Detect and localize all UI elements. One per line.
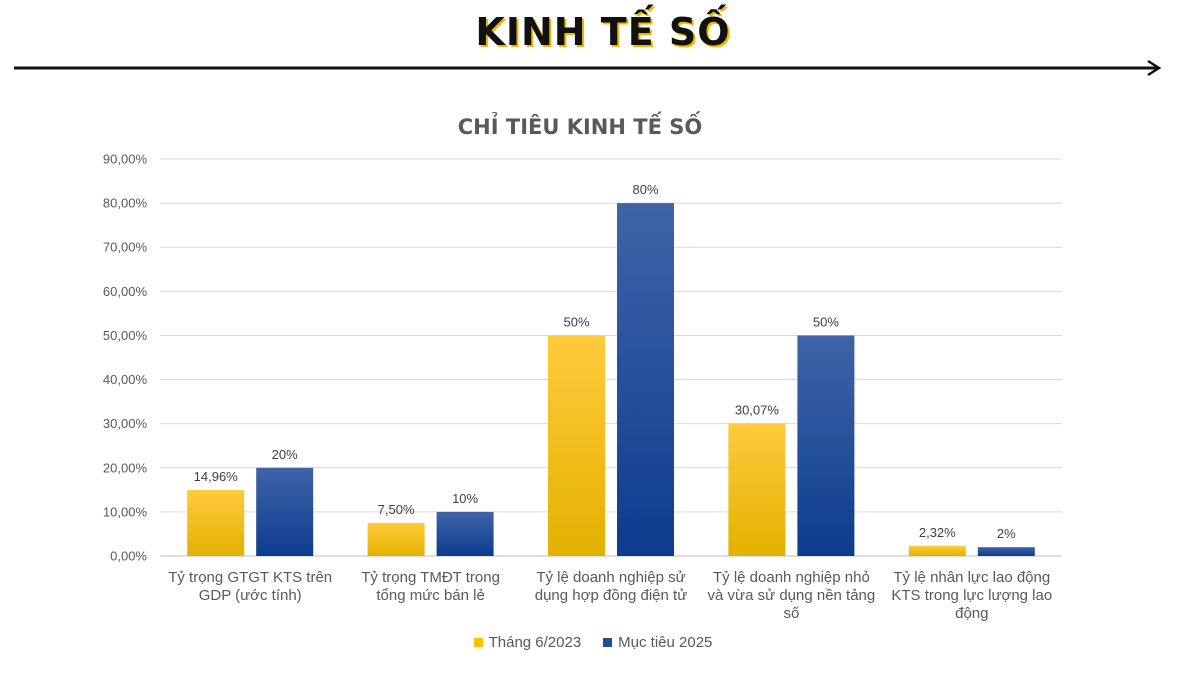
x-category-label: dụng hợp đồng điện tử (535, 587, 688, 604)
x-category-label: và vừa sử dụng nền tảng (708, 587, 876, 604)
data-label-series-2-cat-1: 20% (272, 447, 298, 462)
data-label-series-2-cat-2: 10% (452, 491, 478, 506)
x-category-label: tổng mức bán lẻ (376, 587, 484, 604)
chart-title: CHỈ TIÊU KINH TẾ SỐ (458, 111, 702, 139)
chart-legend: Tháng 6/2023 Mục tiêu 2025 (0, 634, 1186, 651)
bar-series-1-cat-3 (548, 335, 605, 556)
data-label-series-2-cat-4: 50% (813, 314, 839, 329)
data-label-series-1-cat-3: 50% (563, 314, 589, 329)
page-title: KINH TẾ SỐ (475, 10, 731, 54)
legend-swatch-series-1 (473, 638, 483, 647)
bar-series-2-cat-4 (797, 335, 855, 556)
x-category-label: GDP (ước tính) (199, 587, 302, 604)
y-tick-label: 90,00% (103, 152, 148, 167)
y-tick-label: 50,00% (103, 328, 148, 343)
data-label-series-2-cat-5: 2% (997, 526, 1016, 541)
x-category-label: Tỷ trọng GTGT KTS trên (168, 569, 332, 586)
y-tick-label: 0,00% (110, 549, 147, 564)
data-label-series-1-cat-2: 7,50% (378, 502, 415, 517)
bar-chart: CHỈ TIÊU KINH TẾ SỐ 0,00% 10,00% 20,00% 30,… (103, 111, 1062, 622)
y-tick-label: 10,00% (103, 504, 148, 519)
x-category-label: động (955, 605, 988, 622)
legend-item-series-2: Mục tiêu 2025 (603, 634, 712, 651)
bar-series-1-cat-5 (908, 545, 966, 556)
y-tick-label: 30,00% (103, 416, 148, 431)
bar-series-2-cat-3 (617, 203, 674, 556)
y-tick-label: 40,00% (103, 372, 148, 387)
y-tick-label: 70,00% (103, 240, 148, 255)
data-label-series-1-cat-5: 2,32% (919, 525, 956, 540)
y-tick-label: 60,00% (103, 284, 148, 299)
x-category-label: Tỷ lệ doanh nghiệp sử (536, 569, 685, 586)
bar-series-2-cat-5 (977, 547, 1035, 556)
legend-item-series-1: Tháng 6/2023 (473, 634, 582, 651)
data-label-series-2-cat-3: 80% (632, 182, 658, 197)
bar-series-1-cat-1 (187, 490, 245, 556)
y-tick-label: 80,00% (103, 196, 148, 211)
x-category-label: Tỷ trọng TMĐT trong (361, 569, 500, 586)
x-category-label: Tỷ lệ nhân lực lao động (893, 569, 1050, 586)
bar-series-1-cat-4 (728, 423, 786, 556)
legend-label-series-1: Tháng 6/2023 (488, 634, 582, 651)
legend-label-series-2: Mục tiêu 2025 (618, 634, 713, 651)
header-divider-arrow (14, 59, 1162, 77)
data-label-series-1-cat-4: 30,07% (735, 402, 780, 417)
data-label-series-1-cat-1: 14,96% (194, 469, 239, 484)
x-category-label: KTS trong lực lượng lao (891, 587, 1052, 604)
legend-swatch-series-2 (603, 638, 613, 647)
x-category-label: Tỷ lệ doanh nghiệp nhỏ (713, 569, 870, 586)
bar-series-2-cat-1 (256, 467, 314, 556)
y-tick-label: 20,00% (103, 460, 148, 475)
bar-series-2-cat-2 (436, 511, 494, 556)
bar-series-1-cat-2 (367, 522, 425, 556)
x-category-label: số (783, 605, 800, 622)
